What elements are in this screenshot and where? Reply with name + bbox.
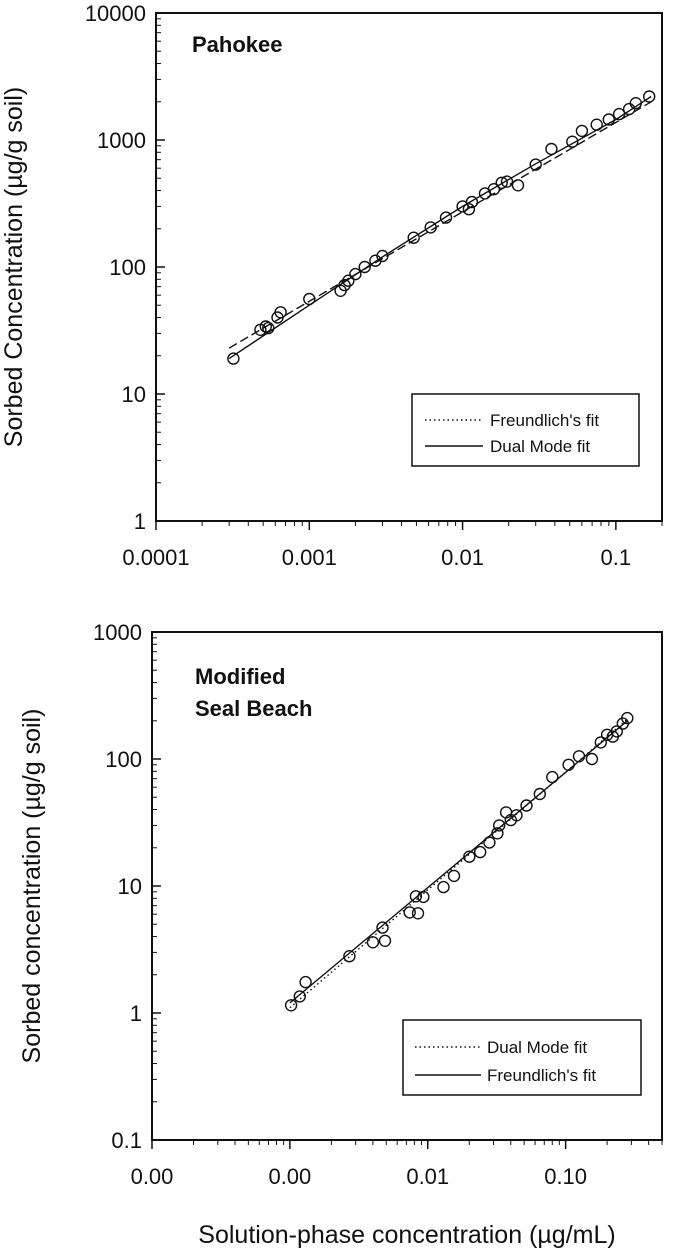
data-point	[378, 934, 392, 947]
data-point	[358, 260, 371, 274]
data-point	[465, 195, 479, 209]
data-point	[227, 352, 240, 365]
data-point	[299, 975, 312, 989]
data-point	[409, 890, 423, 903]
data-point	[447, 869, 461, 883]
data-point	[545, 142, 558, 156]
x-tick-label: 0.01	[406, 1164, 449, 1189]
data-point	[284, 999, 298, 1012]
data-point	[483, 836, 496, 849]
data-point	[546, 770, 559, 784]
data-point	[463, 850, 476, 863]
y-tick-label: 0.1	[111, 1128, 142, 1153]
legend-label-dualmode-top: Dual Mode fit	[490, 437, 590, 456]
y-tick-label: 10	[122, 382, 146, 407]
data-point	[411, 907, 425, 920]
y-axis-title-bottom: Sorbed concentration (µg/g soil)	[18, 709, 46, 1064]
data-point	[403, 906, 416, 919]
x-tick-label: 0.00	[131, 1164, 174, 1189]
data-point	[629, 96, 642, 110]
panel-label-seal-beach: Seal Beach	[195, 696, 312, 721]
x-tick-label: 0.01	[441, 545, 484, 570]
data-point	[610, 725, 623, 738]
data-point	[407, 231, 420, 244]
data-point	[343, 950, 356, 963]
data-point	[424, 221, 437, 234]
data-point	[338, 278, 351, 292]
data-point	[376, 921, 389, 934]
data-point	[510, 809, 523, 822]
data-point	[572, 750, 586, 763]
data-point	[437, 880, 450, 894]
fit-line-freundlich-s-fit	[228, 101, 652, 349]
data-point	[575, 124, 589, 138]
data-point	[303, 292, 316, 306]
y-tick-label: 10	[118, 874, 142, 899]
data-point	[495, 176, 508, 190]
y-axis-title-top: Sorbed Concentration (µg/g soil)	[0, 87, 28, 447]
chart-modified-seal-beach: Modified Seal Beach Sorbed concentration…	[18, 620, 663, 1249]
fit-line-freundlich-s-fit	[289, 720, 628, 1004]
legend-box-bottom	[402, 1019, 642, 1096]
data-point	[500, 175, 514, 188]
data-point	[602, 113, 615, 126]
legend-label-freundlich-bottom: Freundlich's fit	[487, 1066, 596, 1085]
data-point	[612, 107, 626, 121]
data-point	[621, 711, 634, 725]
panel-label-pahokee: Pahokee	[192, 32, 283, 57]
data-point	[474, 845, 487, 859]
legend-label-dualmode-bottom: Dual Mode fit	[487, 1038, 587, 1057]
legend-bottom: Dual Mode fit Freundlich's fit	[402, 1019, 642, 1096]
data-point	[293, 990, 306, 1003]
legend-top: Freundlich's fit Dual Mode fit	[411, 393, 640, 467]
data-point	[493, 819, 506, 832]
x-tick-label: 0.001	[282, 545, 337, 570]
data-point	[262, 321, 275, 335]
panel-label-modified: Modified	[195, 664, 285, 689]
data-point	[259, 320, 272, 333]
data-point	[462, 202, 476, 216]
y-tick-label: 100	[109, 255, 146, 280]
legend-label-freundlich-top: Freundlich's fit	[490, 411, 599, 430]
data-point	[511, 179, 525, 192]
x-tick-label: 0.10	[544, 1164, 587, 1189]
data-point	[566, 135, 579, 148]
legend-box-top	[411, 393, 640, 467]
data-point	[366, 936, 380, 949]
x-tick-label: 0.00	[268, 1164, 311, 1189]
data-point	[585, 752, 599, 766]
data-point	[520, 799, 533, 812]
data-point	[487, 182, 501, 196]
x-axis-title: Solution-phase concentration (µg/mL)	[198, 1221, 615, 1249]
data-point	[529, 158, 542, 171]
y-tick-label: 1	[130, 1001, 142, 1026]
y-tick-label: 1000	[93, 620, 142, 645]
data-point	[643, 90, 656, 103]
x-tick-label: 0.0001	[122, 545, 189, 570]
data-point	[342, 274, 355, 287]
data-point	[590, 118, 603, 131]
data-point	[562, 758, 575, 771]
data-point	[491, 827, 504, 840]
data-point	[439, 211, 453, 224]
data-point	[594, 736, 607, 749]
y-tick-label: 1	[134, 509, 146, 534]
y-tick-label: 1000	[97, 128, 146, 153]
y-tick-label: 10000	[85, 1, 146, 26]
chart-pahokee: Pahokee Sorbed Concentration (µg/g soil)…	[0, 1, 663, 570]
data-point	[417, 890, 430, 904]
data-point	[376, 249, 389, 263]
x-tick-label: 0.1	[601, 545, 632, 570]
data-point	[533, 787, 546, 801]
fit-line-dual-mode-fit	[228, 95, 652, 360]
data-point	[274, 306, 287, 319]
data-point	[349, 267, 362, 281]
y-tick-label: 100	[105, 747, 142, 772]
